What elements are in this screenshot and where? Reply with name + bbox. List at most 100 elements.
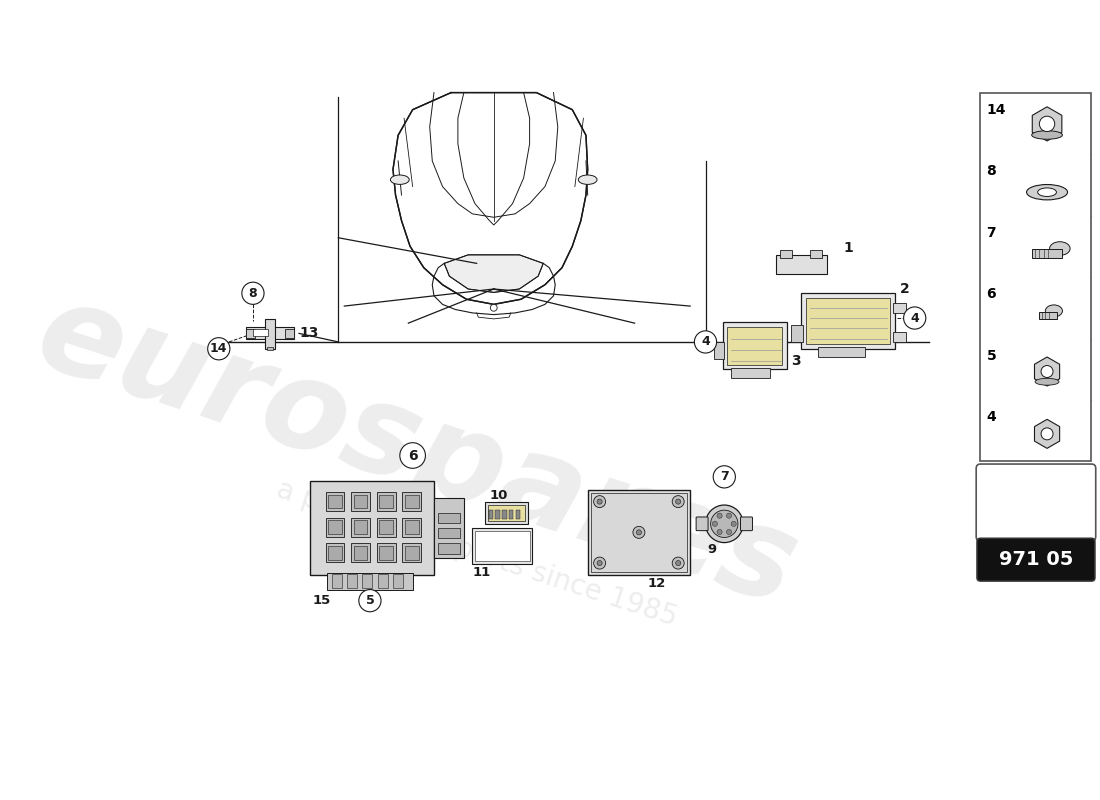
FancyBboxPatch shape xyxy=(377,492,396,511)
Circle shape xyxy=(675,561,681,566)
FancyBboxPatch shape xyxy=(434,498,464,558)
FancyBboxPatch shape xyxy=(326,518,344,537)
Circle shape xyxy=(1041,366,1053,378)
Circle shape xyxy=(1040,116,1055,131)
Ellipse shape xyxy=(1026,185,1068,200)
FancyBboxPatch shape xyxy=(976,464,1096,541)
Circle shape xyxy=(632,526,645,538)
FancyBboxPatch shape xyxy=(328,494,342,509)
Text: 9: 9 xyxy=(707,543,716,556)
Circle shape xyxy=(594,557,606,569)
FancyBboxPatch shape xyxy=(776,255,827,274)
Circle shape xyxy=(711,510,738,538)
FancyBboxPatch shape xyxy=(326,543,344,562)
Text: 8: 8 xyxy=(249,286,257,300)
Circle shape xyxy=(672,496,684,507)
FancyBboxPatch shape xyxy=(893,302,906,313)
FancyBboxPatch shape xyxy=(377,518,396,537)
FancyBboxPatch shape xyxy=(246,327,294,339)
Circle shape xyxy=(636,530,641,535)
Circle shape xyxy=(672,557,684,569)
Text: 4: 4 xyxy=(911,311,920,325)
FancyBboxPatch shape xyxy=(587,490,690,575)
Text: 8: 8 xyxy=(987,164,997,178)
FancyBboxPatch shape xyxy=(362,574,373,588)
Text: 6: 6 xyxy=(987,287,997,302)
FancyBboxPatch shape xyxy=(472,528,532,564)
Text: 4: 4 xyxy=(987,410,997,424)
Circle shape xyxy=(597,499,602,504)
Ellipse shape xyxy=(1037,188,1056,197)
FancyBboxPatch shape xyxy=(405,520,419,534)
Text: 4: 4 xyxy=(701,335,710,349)
FancyBboxPatch shape xyxy=(438,513,460,523)
Circle shape xyxy=(1041,428,1053,440)
Text: 971 05: 971 05 xyxy=(999,550,1074,569)
FancyBboxPatch shape xyxy=(346,574,358,588)
FancyBboxPatch shape xyxy=(780,250,792,258)
FancyBboxPatch shape xyxy=(495,510,499,518)
FancyBboxPatch shape xyxy=(354,546,367,560)
Circle shape xyxy=(594,496,606,507)
Circle shape xyxy=(675,499,681,504)
Circle shape xyxy=(705,505,744,542)
FancyBboxPatch shape xyxy=(351,492,370,511)
Ellipse shape xyxy=(579,175,597,184)
FancyBboxPatch shape xyxy=(732,367,770,378)
FancyBboxPatch shape xyxy=(438,528,460,538)
Ellipse shape xyxy=(1045,305,1063,317)
FancyBboxPatch shape xyxy=(503,510,507,518)
FancyBboxPatch shape xyxy=(379,520,393,534)
FancyBboxPatch shape xyxy=(487,505,526,522)
Text: 12: 12 xyxy=(648,577,666,590)
FancyBboxPatch shape xyxy=(475,530,529,562)
Circle shape xyxy=(208,338,230,360)
Text: 10: 10 xyxy=(490,489,508,502)
Text: 1: 1 xyxy=(844,241,854,255)
FancyBboxPatch shape xyxy=(516,510,520,518)
Text: eurospares: eurospares xyxy=(22,271,812,631)
FancyBboxPatch shape xyxy=(331,574,342,588)
Text: 13: 13 xyxy=(299,326,318,340)
FancyBboxPatch shape xyxy=(509,510,514,518)
FancyBboxPatch shape xyxy=(403,492,421,511)
FancyBboxPatch shape xyxy=(265,319,275,349)
Circle shape xyxy=(732,522,736,526)
FancyBboxPatch shape xyxy=(379,546,393,560)
FancyBboxPatch shape xyxy=(354,494,367,509)
FancyBboxPatch shape xyxy=(379,494,393,509)
Circle shape xyxy=(726,530,732,534)
FancyBboxPatch shape xyxy=(393,574,404,588)
FancyBboxPatch shape xyxy=(351,518,370,537)
FancyBboxPatch shape xyxy=(723,322,786,370)
FancyBboxPatch shape xyxy=(351,543,370,562)
FancyBboxPatch shape xyxy=(977,538,1094,581)
Circle shape xyxy=(491,304,497,311)
Text: a passion for parts since 1985: a passion for parts since 1985 xyxy=(273,475,681,632)
Text: 14: 14 xyxy=(987,103,1005,117)
Polygon shape xyxy=(393,93,587,304)
Circle shape xyxy=(399,442,426,468)
FancyBboxPatch shape xyxy=(403,518,421,537)
Circle shape xyxy=(717,513,723,518)
Text: 6: 6 xyxy=(408,449,417,462)
FancyBboxPatch shape xyxy=(696,517,708,530)
Ellipse shape xyxy=(390,175,409,184)
Circle shape xyxy=(713,522,717,526)
FancyBboxPatch shape xyxy=(253,329,268,336)
Circle shape xyxy=(694,331,716,353)
FancyBboxPatch shape xyxy=(591,493,686,572)
Circle shape xyxy=(717,530,723,534)
FancyBboxPatch shape xyxy=(354,520,367,534)
FancyBboxPatch shape xyxy=(980,93,1091,462)
FancyBboxPatch shape xyxy=(727,326,782,365)
Circle shape xyxy=(713,466,736,488)
FancyBboxPatch shape xyxy=(893,332,906,342)
FancyBboxPatch shape xyxy=(810,250,822,258)
Circle shape xyxy=(903,307,926,329)
Polygon shape xyxy=(444,255,543,293)
FancyBboxPatch shape xyxy=(285,329,294,338)
Circle shape xyxy=(726,513,732,518)
Text: 3: 3 xyxy=(791,354,801,368)
Text: 5: 5 xyxy=(987,349,997,362)
